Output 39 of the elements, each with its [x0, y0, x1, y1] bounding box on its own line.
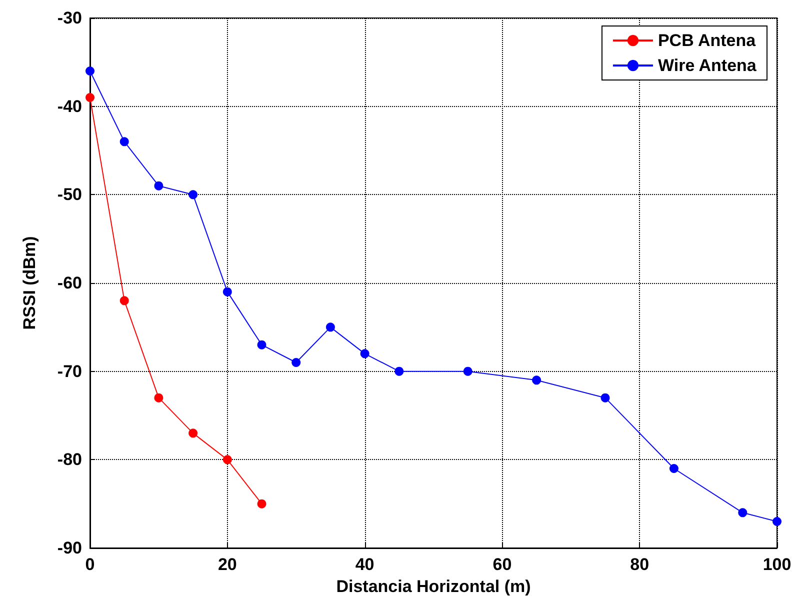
y-axis-title: RSSI (dBm): [20, 236, 39, 330]
point: [257, 340, 266, 350]
x-tick-label: 0: [85, 555, 95, 574]
point: [532, 376, 542, 385]
y-tick-label: -80: [57, 450, 82, 470]
x-tick-label: 100: [762, 555, 792, 574]
point: [292, 358, 301, 367]
point: [154, 181, 164, 190]
y-tick-label: -60: [57, 274, 82, 292]
point: [120, 137, 129, 146]
legend-label: Wire Antena: [658, 56, 757, 75]
point: [669, 464, 678, 473]
point: [188, 428, 198, 438]
point: [463, 366, 472, 376]
y-tick-label: -30: [57, 8, 82, 28]
x-tick-label: 60: [492, 555, 512, 574]
point: [86, 93, 94, 102]
point: [772, 517, 782, 526]
point: [120, 296, 129, 306]
point: [222, 455, 232, 464]
y-tick-label: -50: [57, 185, 82, 204]
point: [188, 190, 198, 200]
y-tick-label: -40: [57, 96, 82, 116]
point: [222, 287, 232, 296]
point: [738, 508, 748, 518]
point: [86, 66, 94, 76]
x-tick-label: 80: [630, 555, 650, 574]
point: [360, 349, 370, 358]
point: [600, 393, 610, 402]
point: [154, 393, 164, 402]
y-tick-label: -70: [57, 362, 82, 381]
x-tick-label: 40: [355, 555, 374, 574]
point: [394, 366, 404, 376]
y-tick-label: -90: [57, 538, 82, 558]
point: [257, 499, 266, 508]
point: [326, 322, 335, 332]
x-tick-label: 20: [218, 555, 237, 574]
legend-label: PCB Antena: [658, 31, 756, 50]
x-axis-title: Distancia Horizontal (m): [336, 576, 531, 596]
